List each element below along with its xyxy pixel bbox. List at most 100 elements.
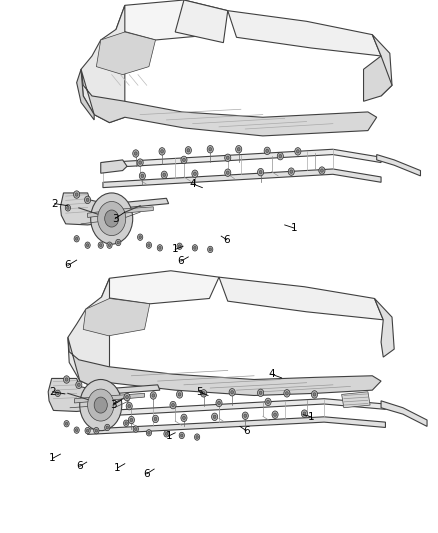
Circle shape — [76, 381, 82, 389]
Circle shape — [74, 236, 79, 242]
Circle shape — [91, 193, 133, 244]
Circle shape — [117, 241, 120, 244]
Polygon shape — [342, 392, 370, 408]
Circle shape — [303, 412, 306, 415]
Circle shape — [226, 171, 229, 174]
Circle shape — [258, 389, 264, 397]
Circle shape — [194, 434, 200, 440]
Circle shape — [139, 161, 141, 164]
Polygon shape — [81, 5, 125, 123]
Circle shape — [311, 391, 318, 398]
Circle shape — [152, 394, 155, 397]
Circle shape — [225, 169, 231, 176]
Circle shape — [194, 246, 196, 249]
Circle shape — [94, 427, 99, 434]
Circle shape — [218, 401, 220, 405]
Polygon shape — [74, 393, 145, 403]
Circle shape — [177, 243, 182, 249]
Circle shape — [259, 171, 262, 174]
Circle shape — [274, 413, 276, 416]
Text: 1: 1 — [172, 245, 179, 254]
Circle shape — [265, 398, 271, 406]
Circle shape — [201, 390, 207, 397]
Text: 5: 5 — [196, 387, 203, 397]
Circle shape — [95, 429, 98, 432]
Polygon shape — [83, 298, 150, 336]
Circle shape — [178, 245, 181, 248]
Circle shape — [229, 389, 235, 396]
Circle shape — [134, 427, 137, 431]
Text: 2: 2 — [49, 387, 56, 397]
Polygon shape — [68, 385, 160, 397]
Circle shape — [80, 379, 122, 431]
Circle shape — [125, 422, 127, 425]
Circle shape — [99, 244, 102, 247]
Circle shape — [133, 426, 138, 432]
Circle shape — [297, 150, 299, 153]
Circle shape — [148, 431, 150, 434]
Circle shape — [231, 391, 233, 394]
Circle shape — [202, 392, 205, 395]
Circle shape — [86, 198, 89, 201]
Text: 4: 4 — [268, 369, 275, 379]
Circle shape — [196, 435, 198, 439]
Circle shape — [216, 399, 222, 407]
Circle shape — [161, 150, 163, 153]
Circle shape — [194, 172, 196, 175]
Circle shape — [64, 421, 69, 427]
Circle shape — [108, 244, 111, 247]
Circle shape — [277, 152, 283, 160]
Circle shape — [192, 245, 198, 251]
Polygon shape — [381, 401, 427, 426]
Circle shape — [78, 383, 80, 386]
Circle shape — [161, 171, 167, 179]
Circle shape — [157, 245, 162, 251]
Circle shape — [64, 376, 70, 383]
Circle shape — [124, 420, 129, 426]
Circle shape — [85, 427, 90, 434]
Circle shape — [183, 416, 185, 419]
Circle shape — [133, 150, 139, 157]
Text: 6: 6 — [76, 462, 83, 471]
Text: 6: 6 — [177, 256, 184, 266]
Circle shape — [65, 205, 71, 211]
Circle shape — [150, 392, 156, 399]
Circle shape — [128, 405, 131, 408]
Polygon shape — [60, 193, 105, 225]
Circle shape — [295, 148, 301, 155]
Text: 4: 4 — [189, 179, 196, 189]
Circle shape — [207, 146, 213, 153]
Circle shape — [185, 147, 191, 154]
Circle shape — [301, 410, 307, 417]
Text: 2: 2 — [51, 199, 58, 208]
Circle shape — [267, 400, 269, 403]
Circle shape — [286, 392, 288, 395]
Polygon shape — [81, 69, 377, 136]
Circle shape — [258, 168, 264, 176]
Polygon shape — [103, 169, 381, 188]
Circle shape — [279, 155, 282, 158]
Circle shape — [208, 246, 213, 253]
Circle shape — [67, 206, 69, 209]
Circle shape — [212, 413, 218, 421]
Circle shape — [130, 418, 133, 422]
Circle shape — [164, 431, 169, 437]
Text: 1: 1 — [307, 412, 314, 422]
Polygon shape — [372, 35, 392, 96]
Circle shape — [170, 401, 176, 409]
Circle shape — [126, 402, 132, 410]
Polygon shape — [219, 277, 383, 320]
Circle shape — [55, 390, 60, 397]
Circle shape — [213, 415, 216, 418]
Polygon shape — [102, 271, 219, 304]
Circle shape — [264, 147, 270, 155]
Circle shape — [126, 395, 128, 399]
Circle shape — [139, 172, 145, 180]
Circle shape — [181, 414, 187, 422]
Circle shape — [107, 242, 112, 248]
Circle shape — [75, 237, 78, 240]
Circle shape — [106, 426, 109, 429]
Circle shape — [137, 159, 143, 166]
Circle shape — [86, 244, 89, 247]
Circle shape — [242, 412, 248, 419]
